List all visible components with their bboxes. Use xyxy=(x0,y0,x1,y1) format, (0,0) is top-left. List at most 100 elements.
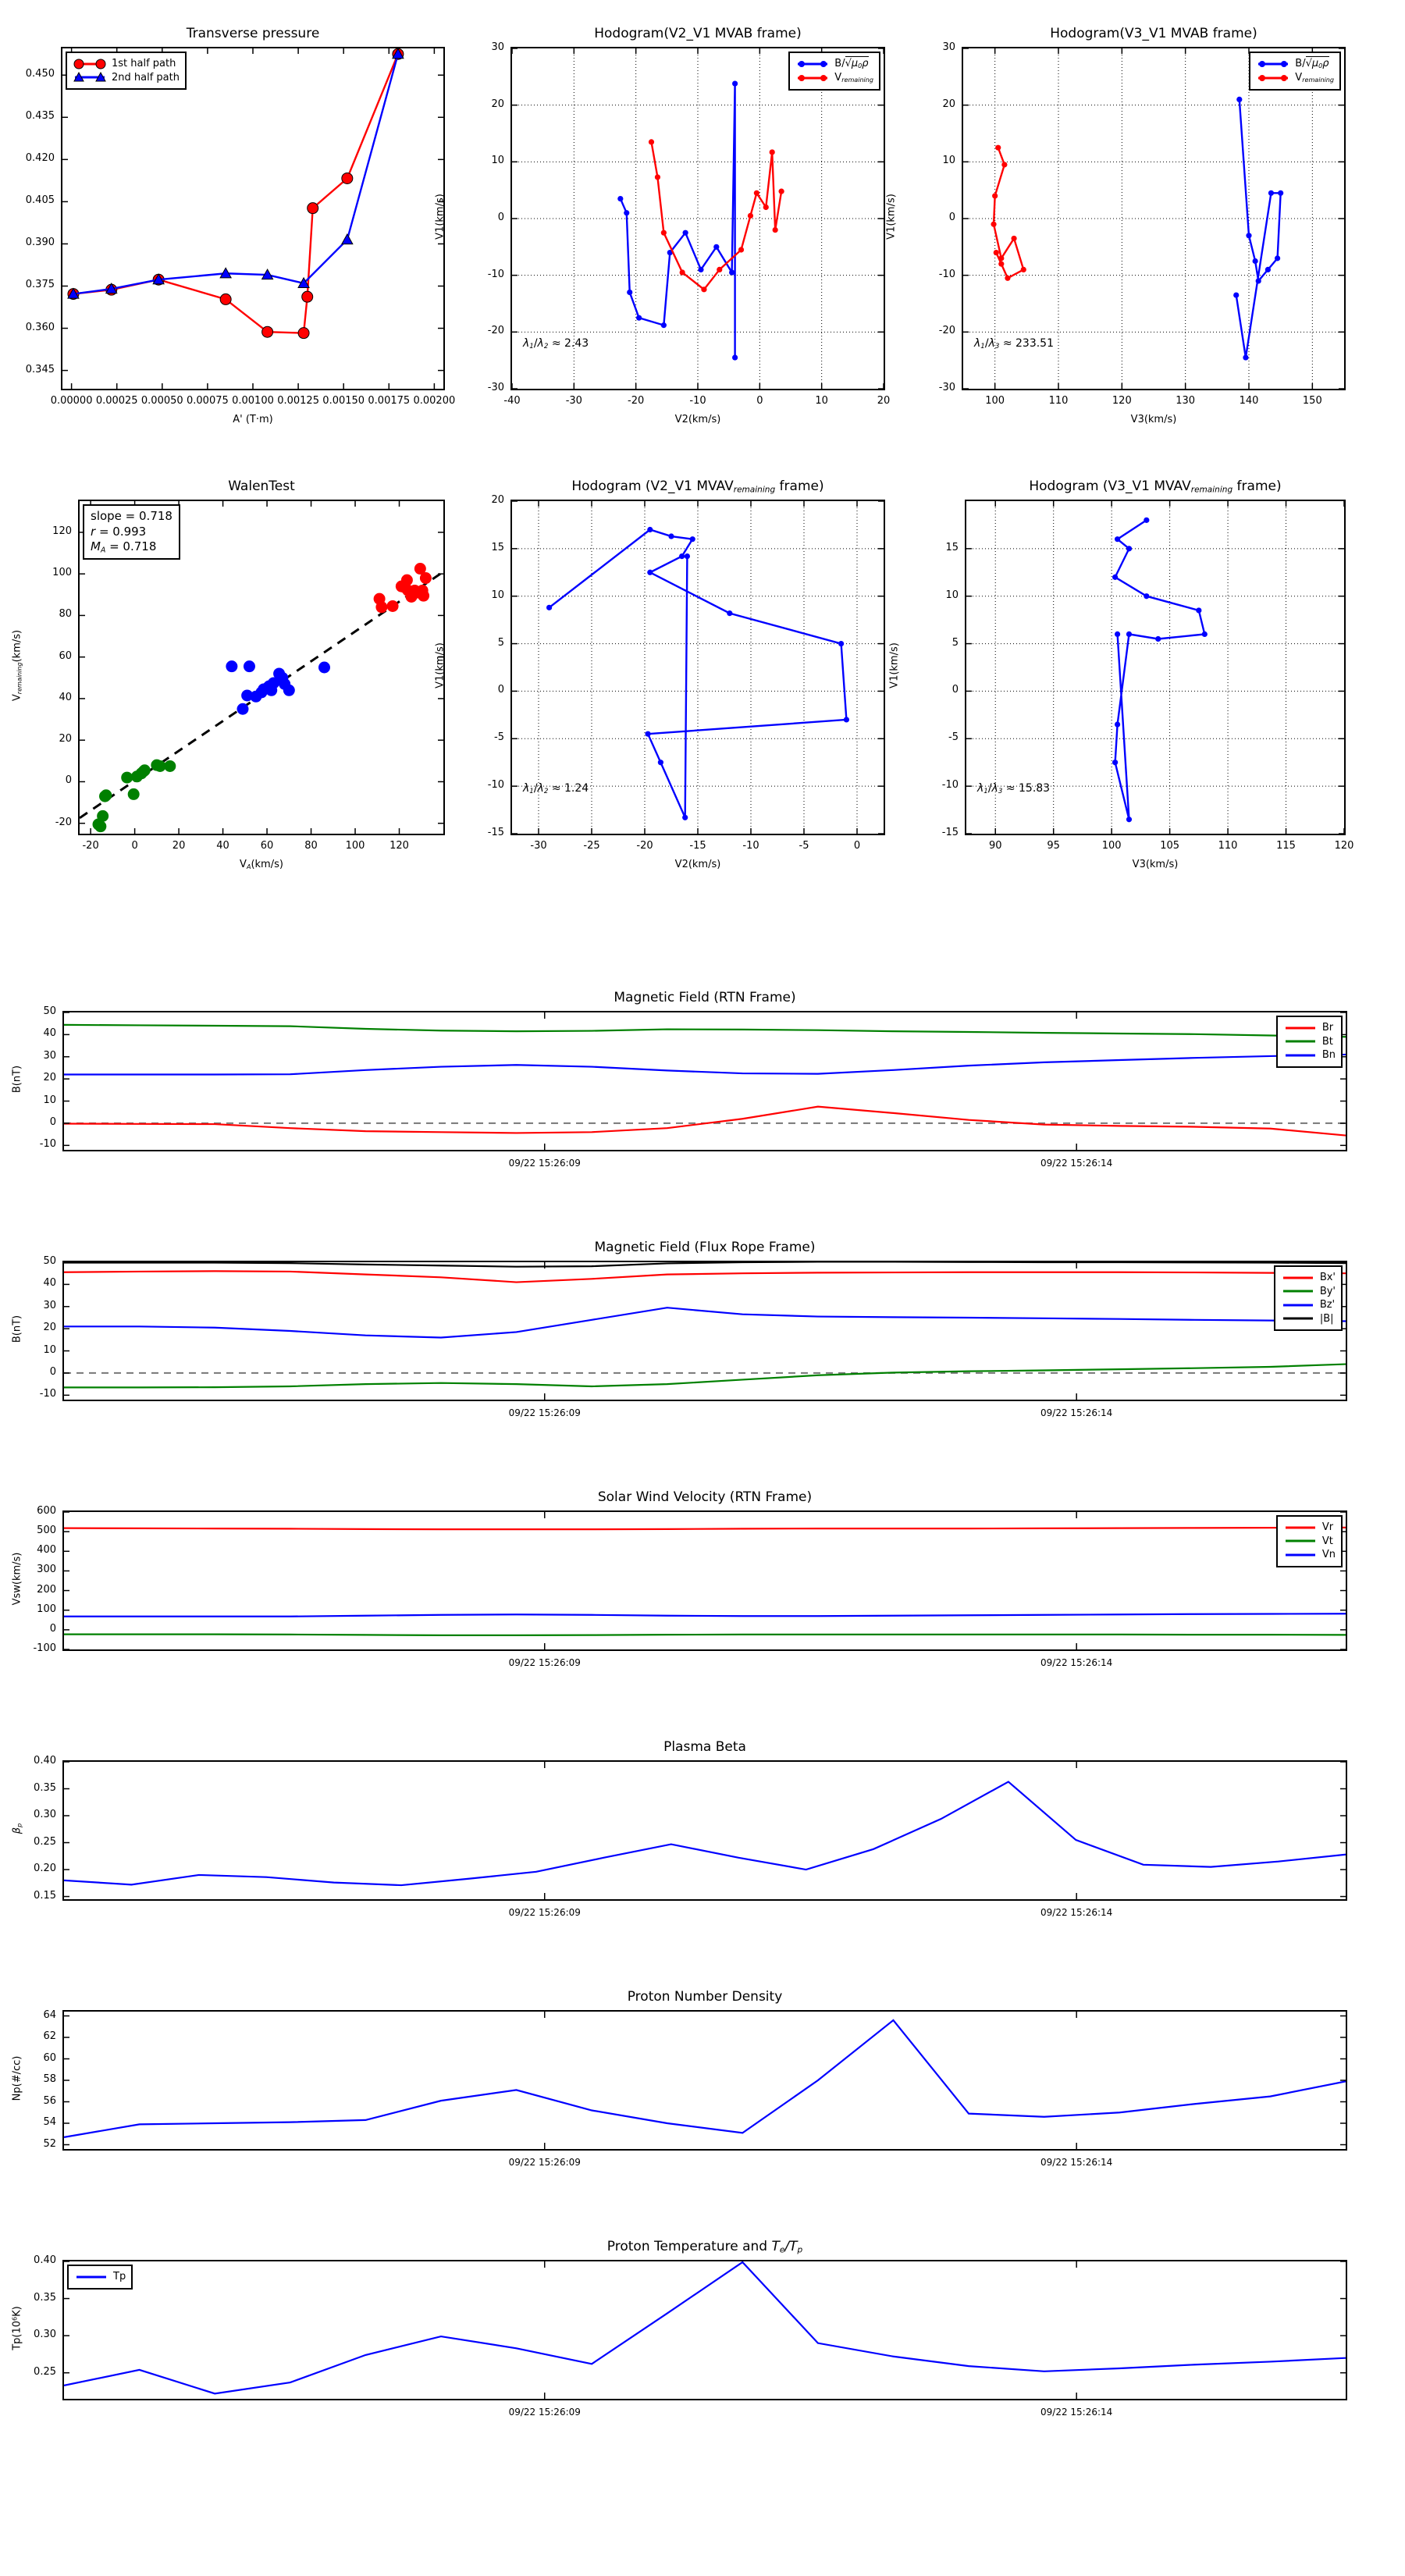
xtick-transverse-pressure-1: 0.00025 xyxy=(95,395,138,407)
time-tick-plasma-beta-0: 09/22 15:26:09 xyxy=(508,1907,581,1918)
legend-item-magnetic-field-rtn-0: Br xyxy=(1283,1021,1336,1035)
panel-title-plasma-beta: Plasma Beta xyxy=(663,1739,746,1755)
ytick-hodogram-v2v1-mvav-5: 10 xyxy=(491,589,504,601)
legend-item-hodogram-v2v1-mvab-1: Vremaining xyxy=(795,71,873,85)
plot-canvas-hodogram-v3v1-mvav xyxy=(966,501,1344,834)
legend-marker-B-icon xyxy=(1281,1313,1315,1324)
ytick-proton-temperature-2: 0.35 xyxy=(34,2291,56,2304)
ytick-proton-number-density-3: 58 xyxy=(43,2073,56,2085)
eigenvalue-ratio-hodogram-v2v1-mvab: λ1/λ2 ≈ 2.43 xyxy=(523,337,589,351)
ytick-hodogram-v2v1-mvab-0: -30 xyxy=(487,382,504,393)
xtick-hodogram-v3v1-mvab-4: 140 xyxy=(1239,395,1259,407)
legend-label-solar-wind-velocity-1: Vt xyxy=(1321,1535,1333,1547)
walen-stats-box: slope = 0.718 r = 0.993 MA = 0.718 xyxy=(83,504,180,560)
legend-item-proton-temperature-0: Tp xyxy=(74,2270,126,2284)
ytick-hodogram-v3v1-mvav-0: -15 xyxy=(941,827,959,838)
panel-title-walen-test: WalenTest xyxy=(228,479,295,494)
xtick-transverse-pressure-4: 0.00100 xyxy=(232,395,274,407)
ytick-hodogram-v3v1-mvav-1: -10 xyxy=(941,779,959,792)
xtick-hodogram-v2v1-mvav-2: -20 xyxy=(636,840,653,852)
panel-title-transverse-pressure: Transverse pressure xyxy=(186,26,320,41)
plot-canvas-proton-number-density xyxy=(64,2012,1346,2149)
xaxis-label-hodogram-v3v1-mvab: V3(km/s) xyxy=(1130,414,1177,425)
legend-item-transverse-pressure-0: 1st half path xyxy=(73,57,180,71)
plot-area-hodogram-v3v1-mvav xyxy=(965,500,1346,835)
plot-area-proton-number-density xyxy=(62,2010,1347,2151)
yaxis-label-walen-test: Vremaining(km/s) xyxy=(11,629,23,702)
ytick-transverse-pressure-7: 0.450 xyxy=(25,68,55,80)
ytick-hodogram-v3v1-mvav-2: -5 xyxy=(948,731,959,744)
walen-r: r = 0.993 xyxy=(91,524,147,539)
panel-title-hodogram-v3v1-mvab: Hodogram(V3_V1 MVAB frame) xyxy=(1050,26,1257,41)
eigenvalue-ratio-hodogram-v2v1-mvav: λ1/λ2 ≈ 1.24 xyxy=(523,782,589,796)
xtick-hodogram-v2v1-mvav-6: 0 xyxy=(853,840,861,852)
plot-area-magnetic-field-rtn xyxy=(62,1011,1347,1151)
yaxis-label-proton-temperature: Tp(106K) xyxy=(11,2306,23,2350)
ytick-hodogram-v2v1-mvav-0: -15 xyxy=(487,827,504,838)
legend-marker-Br-icon xyxy=(1283,1023,1318,1034)
xaxis-label-hodogram-v3v1-mvav: V3(km/s) xyxy=(1132,859,1179,870)
plot-area-hodogram-v2v1-mvav xyxy=(510,500,885,835)
ytick-hodogram-v2v1-mvab-5: 20 xyxy=(491,98,504,110)
xtick-walen-test-5: 80 xyxy=(304,840,318,852)
legend-label-magnetic-field-rtn-0: Br xyxy=(1321,1022,1334,1034)
legend-label-hodogram-v2v1-mvab-1: Vremaining xyxy=(834,71,873,84)
yaxis-label-solar-wind-velocity: Vsw(km/s) xyxy=(11,1552,23,1606)
ytick-magnetic-field-rtn-5: 40 xyxy=(43,1027,56,1040)
yaxis-label-hodogram-v2v1-mvav: V1(km/s) xyxy=(434,642,446,688)
ytick-walen-test-0: -20 xyxy=(55,816,72,828)
legend-item-magnetic-field-fluxrope-1: By' xyxy=(1281,1285,1336,1299)
ytick-solar-wind-velocity-0: -100 xyxy=(33,1642,56,1654)
ytick-proton-number-density-6: 64 xyxy=(43,2008,56,2021)
ytick-hodogram-v2v1-mvav-1: -10 xyxy=(487,779,504,792)
xtick-hodogram-v2v1-mvav-3: -15 xyxy=(689,840,706,852)
xtick-hodogram-v2v1-mvav-1: -25 xyxy=(583,840,600,852)
legend-item-transverse-pressure-1: 2nd half path xyxy=(73,71,180,85)
legend-item-magnetic-field-fluxrope-0: Bx' xyxy=(1281,1271,1336,1285)
ytick-solar-wind-velocity-6: 500 xyxy=(37,1525,56,1537)
ytick-plasma-beta-5: 0.40 xyxy=(34,1755,56,1767)
xtick-hodogram-v3v1-mvab-5: 150 xyxy=(1302,395,1322,407)
ytick-proton-number-density-1: 54 xyxy=(43,2116,56,2128)
ytick-proton-temperature-0: 0.25 xyxy=(34,2365,56,2378)
xtick-hodogram-v3v1-mvab-1: 110 xyxy=(1048,395,1069,407)
xaxis-label-transverse-pressure: A' (T·m) xyxy=(233,414,273,425)
xtick-hodogram-v2v1-mvav-0: -30 xyxy=(530,840,547,852)
xtick-hodogram-v3v1-mvab-3: 130 xyxy=(1176,395,1196,407)
legend-marker-B-icon xyxy=(1256,59,1290,69)
xtick-walen-test-1: 0 xyxy=(131,840,138,852)
ytick-proton-number-density-2: 56 xyxy=(43,2094,56,2107)
yaxis-label-proton-number-density: Np(#/cc) xyxy=(11,2055,23,2101)
yaxis-label-magnetic-field-rtn: B(nT) xyxy=(11,1065,23,1094)
ytick-walen-test-1: 0 xyxy=(65,774,72,787)
ytick-hodogram-v2v1-mvab-6: 30 xyxy=(491,41,504,53)
legend-item-magnetic-field-rtn-1: Bt xyxy=(1283,1035,1336,1049)
panel-title-hodogram-v3v1-mvav: Hodogram (V3_V1 MVAVremaining frame) xyxy=(1029,479,1282,495)
ytick-hodogram-v3v1-mvav-6: 15 xyxy=(945,541,959,553)
ytick-walen-test-5: 80 xyxy=(59,608,72,621)
xtick-hodogram-v2v1-mvab-3: -10 xyxy=(689,395,706,407)
ytick-hodogram-v2v1-mvab-1: -20 xyxy=(487,325,504,337)
plot-canvas-plasma-beta xyxy=(64,1762,1346,1899)
ytick-transverse-pressure-3: 0.390 xyxy=(25,237,55,249)
plot-canvas-magnetic-field-fluxrope xyxy=(64,1262,1346,1400)
plot-area-hodogram-v3v1-mvab xyxy=(962,47,1346,390)
plot-canvas-hodogram-v3v1-mvab xyxy=(963,48,1344,389)
ytick-proton-temperature-1: 0.30 xyxy=(34,2329,56,2341)
ytick-walen-test-6: 100 xyxy=(52,567,72,579)
time-tick-solar-wind-velocity-0: 09/22 15:26:09 xyxy=(508,1657,581,1668)
ytick-magnetic-field-fluxrope-4: 30 xyxy=(43,1299,56,1311)
xtick-hodogram-v3v1-mvab-0: 100 xyxy=(985,395,1005,407)
plot-area-plasma-beta xyxy=(62,1760,1347,1901)
ytick-magnetic-field-rtn-3: 20 xyxy=(43,1072,56,1084)
legend-marker-Vremaining-icon xyxy=(1256,73,1290,84)
xtick-hodogram-v2v1-mvab-4: 0 xyxy=(756,395,763,407)
xtick-transverse-pressure-5: 0.00125 xyxy=(277,395,319,407)
ytick-plasma-beta-2: 0.25 xyxy=(34,1835,56,1848)
ytick-magnetic-field-fluxrope-5: 40 xyxy=(43,1277,56,1290)
ytick-hodogram-v2v1-mvab-2: -10 xyxy=(487,268,504,280)
yaxis-label-hodogram-v2v1-mvab: V1(km/s) xyxy=(434,194,446,240)
ytick-walen-test-7: 120 xyxy=(52,525,72,537)
xtick-hodogram-v3v1-mvav-0: 90 xyxy=(988,840,1002,852)
